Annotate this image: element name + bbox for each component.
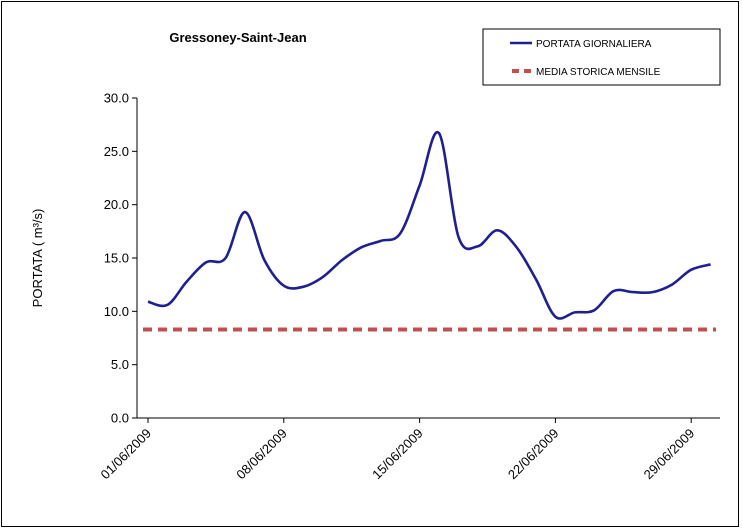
x-tick-label: 01/06/2009 xyxy=(97,426,154,483)
x-tick-label: 29/06/2009 xyxy=(641,426,698,483)
y-tick-label: 20.0 xyxy=(104,197,129,212)
legend-box xyxy=(482,28,721,86)
legend-label-media: MEDIA STORICA MENSILE xyxy=(536,67,661,78)
y-tick-label: 30.0 xyxy=(104,91,129,106)
y-axis-label: PORTATA ( m³/s) xyxy=(30,209,45,308)
series-group xyxy=(143,130,716,332)
series-line-0 xyxy=(147,130,711,320)
x-tick-label: 08/06/2009 xyxy=(233,426,290,483)
chart-title: Gressoney-Saint-Jean xyxy=(169,30,306,45)
y-ticks: 0.0 5.0 10.0 15.0 20.0 25.0 30.0 xyxy=(104,91,137,426)
y-tick-label: 10.0 xyxy=(104,304,129,319)
y-tick-label: 0.0 xyxy=(111,411,129,426)
y-tick-label: 25.0 xyxy=(104,144,129,159)
legend: PORTATA GIORNALIERA MEDIA STORICA MENSIL… xyxy=(482,28,721,86)
x-ticks: 01/06/2009 08/06/2009 15/06/2009 22/06/2009… xyxy=(97,418,697,482)
y-tick-label: 15.0 xyxy=(104,251,129,266)
legend-label-portata: PORTATA GIORNALIERA xyxy=(536,39,652,50)
y-tick-label: 5.0 xyxy=(111,357,129,372)
x-tick-label: 15/06/2009 xyxy=(369,426,426,483)
x-tick-label: 22/06/2009 xyxy=(505,426,562,483)
